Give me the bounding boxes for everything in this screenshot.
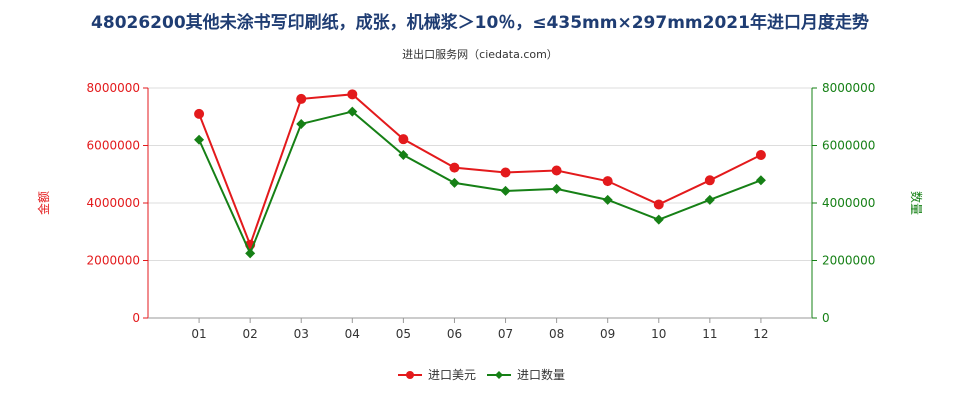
data-point-amount	[551, 165, 562, 176]
x-tick-label: 09	[600, 327, 615, 341]
data-point-quantity	[704, 194, 715, 205]
data-point-quantity	[551, 183, 562, 194]
legend: 进口美元 进口数量	[398, 367, 565, 382]
legend-marker	[406, 371, 414, 379]
y-left-tick-label: 2000000	[87, 254, 140, 268]
data-point-amount	[704, 175, 715, 186]
y-left-tick-label: 8000000	[87, 81, 140, 95]
y-right-tick-label: 6000000	[822, 139, 875, 153]
y-left-tick-label: 6000000	[87, 139, 140, 153]
x-tick-label: 12	[753, 327, 768, 341]
grid-lines	[148, 87, 812, 261]
data-point-quantity	[398, 149, 409, 160]
series-line-amount	[198, 93, 762, 248]
x-tick-label: 11	[702, 327, 717, 341]
x-tick-label: 03	[294, 327, 309, 341]
legend-label: 进口数量	[517, 367, 565, 382]
y-right-axis-title: 数量	[909, 191, 924, 215]
axes	[143, 87, 817, 323]
data-point-amount	[602, 176, 613, 187]
y-right-tick-label: 8000000	[822, 81, 875, 95]
x-tick-label: 08	[549, 327, 564, 341]
y-right-tick-label: 2000000	[822, 254, 875, 268]
x-tick-label: 07	[498, 327, 513, 341]
data-point-quantity	[755, 175, 766, 186]
chart-title: 48026200其他未涂书写印刷纸，成张，机械浆＞10％，≤435mm×297m…	[91, 13, 869, 33]
x-tick-label: 01	[191, 327, 206, 341]
y-left-tick-label: 0	[132, 311, 140, 325]
series-line-quantity	[198, 110, 762, 256]
data-point-quantity	[653, 214, 664, 225]
data-point-quantity	[296, 118, 307, 129]
data-point-quantity	[500, 185, 511, 196]
data-point-amount	[449, 162, 460, 173]
data-point-amount	[500, 167, 511, 178]
x-tick-label: 02	[243, 327, 258, 341]
data-point-quantity	[347, 106, 358, 117]
chart-subtitle: 进出口服务网（ciedata.com）	[402, 48, 558, 61]
data-point-quantity	[245, 248, 256, 259]
y-left-tick-label: 4000000	[87, 196, 140, 210]
legend-marker	[495, 371, 503, 379]
y-left-axis-title: 金额	[36, 191, 51, 215]
data-point-amount	[755, 149, 766, 160]
legend-label: 进口美元	[428, 368, 476, 382]
data-point-amount	[296, 93, 307, 104]
y-right-tick-label: 0	[822, 311, 830, 325]
x-tick-label: 04	[345, 327, 360, 341]
tick-labels: 0 0 2000000 2000000 4000000 4000000 6000000 600…	[36, 81, 924, 341]
series-layer	[194, 89, 766, 259]
y-right-tick-label: 4000000	[822, 196, 875, 210]
data-point-quantity	[449, 177, 460, 188]
data-point-amount	[194, 108, 205, 119]
data-point-amount	[653, 199, 664, 210]
data-point-quantity	[194, 134, 205, 145]
data-point-amount	[347, 89, 358, 100]
data-point-quantity	[602, 194, 613, 205]
x-tick-label: 06	[447, 327, 462, 341]
x-tick-label: 10	[651, 327, 666, 341]
x-tick-label: 05	[396, 327, 411, 341]
data-point-amount	[398, 134, 409, 145]
